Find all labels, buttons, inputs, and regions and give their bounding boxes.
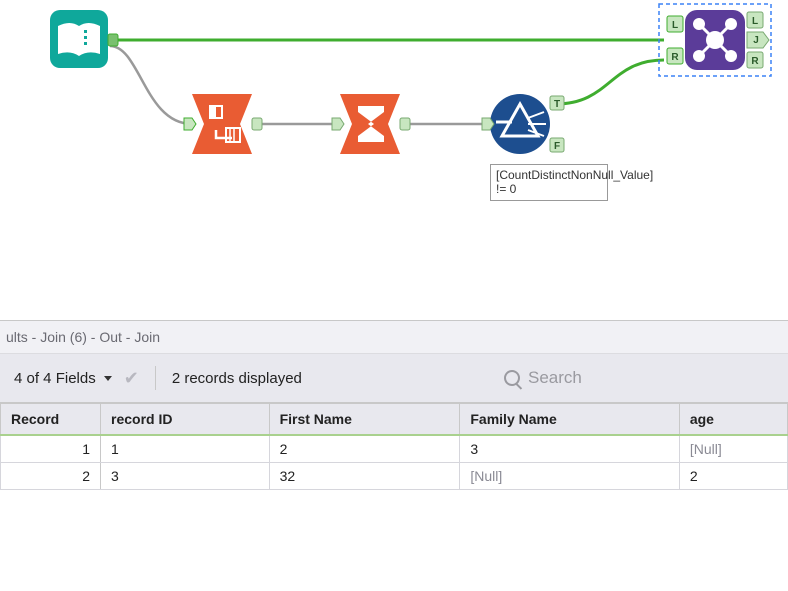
results-toolbar: 4 of 4 Fields ✔ 2 records displayed bbox=[0, 354, 788, 403]
join-left-anchor[interactable]: L bbox=[667, 16, 683, 32]
results-panel: ults - Join (6) - Out - Join 4 of 4 Fiel… bbox=[0, 320, 788, 490]
summarize-tool[interactable] bbox=[332, 94, 410, 154]
col-first-name[interactable]: First Name bbox=[269, 404, 460, 436]
join-left-out-anchor[interactable]: L bbox=[747, 12, 763, 28]
workflow-connections: T F L bbox=[0, 0, 788, 320]
anchor-label-l2: L bbox=[752, 16, 758, 27]
col-family-name[interactable]: Family Name bbox=[460, 404, 679, 436]
records-count-label: 2 records displayed bbox=[172, 370, 302, 387]
cell[interactable]: 1 bbox=[101, 435, 270, 463]
fields-dropdown-label: 4 of 4 Fields bbox=[14, 370, 96, 387]
chevron-down-icon bbox=[104, 376, 112, 381]
anchor-label-r2: R bbox=[751, 56, 759, 67]
cell[interactable]: 3 bbox=[101, 463, 270, 490]
filter-tool[interactable]: T F bbox=[482, 94, 564, 154]
filter-true-anchor[interactable]: T bbox=[550, 96, 564, 110]
join-right-anchor[interactable]: R bbox=[667, 48, 683, 64]
select-tool[interactable] bbox=[184, 94, 262, 154]
cell[interactable]: 2 bbox=[269, 435, 460, 463]
anchor-label-r: R bbox=[671, 52, 679, 63]
row-number: 2 bbox=[1, 463, 101, 490]
results-table[interactable]: Record record ID First Name Family Name … bbox=[0, 403, 788, 490]
toolbar-divider bbox=[155, 366, 156, 390]
col-age[interactable]: age bbox=[679, 404, 787, 436]
anchor-label-f: F bbox=[554, 141, 560, 152]
cell-null[interactable]: [Null] bbox=[679, 435, 787, 463]
results-breadcrumb: ults - Join (6) - Out - Join bbox=[0, 321, 788, 354]
search-icon bbox=[504, 370, 520, 386]
join-right-out-anchor[interactable]: R bbox=[747, 52, 763, 68]
row-number: 1 bbox=[1, 435, 101, 463]
cell[interactable]: 2 bbox=[679, 463, 787, 490]
table-row[interactable]: 2 3 32 [Null] 2 bbox=[1, 463, 788, 490]
check-icon[interactable]: ✔ bbox=[124, 368, 139, 389]
col-record[interactable]: Record bbox=[1, 404, 101, 436]
workflow-canvas[interactable]: T F L bbox=[0, 0, 788, 320]
join-tool[interactable]: L R L J R bbox=[659, 4, 771, 76]
cell[interactable]: 3 bbox=[460, 435, 679, 463]
cell-null[interactable]: [Null] bbox=[460, 463, 679, 490]
filter-expression-label: [CountDistinctNonNull_Value] != 0 bbox=[490, 164, 608, 201]
anchor-label-l: L bbox=[672, 20, 678, 31]
table-row[interactable]: 1 1 2 3 [Null] bbox=[1, 435, 788, 463]
cell[interactable]: 32 bbox=[269, 463, 460, 490]
join-inner-out-anchor[interactable]: J bbox=[747, 32, 769, 48]
input-tool[interactable] bbox=[50, 10, 118, 68]
filter-false-anchor[interactable]: F bbox=[550, 138, 564, 152]
search-input[interactable] bbox=[528, 368, 774, 388]
results-header-row: Record record ID First Name Family Name … bbox=[1, 404, 788, 436]
anchor-label-t: T bbox=[554, 99, 560, 110]
anchor-label-j: J bbox=[753, 35, 759, 46]
fields-dropdown[interactable]: 4 of 4 Fields bbox=[14, 370, 112, 387]
search-box[interactable] bbox=[504, 368, 774, 388]
col-record-id[interactable]: record ID bbox=[101, 404, 270, 436]
